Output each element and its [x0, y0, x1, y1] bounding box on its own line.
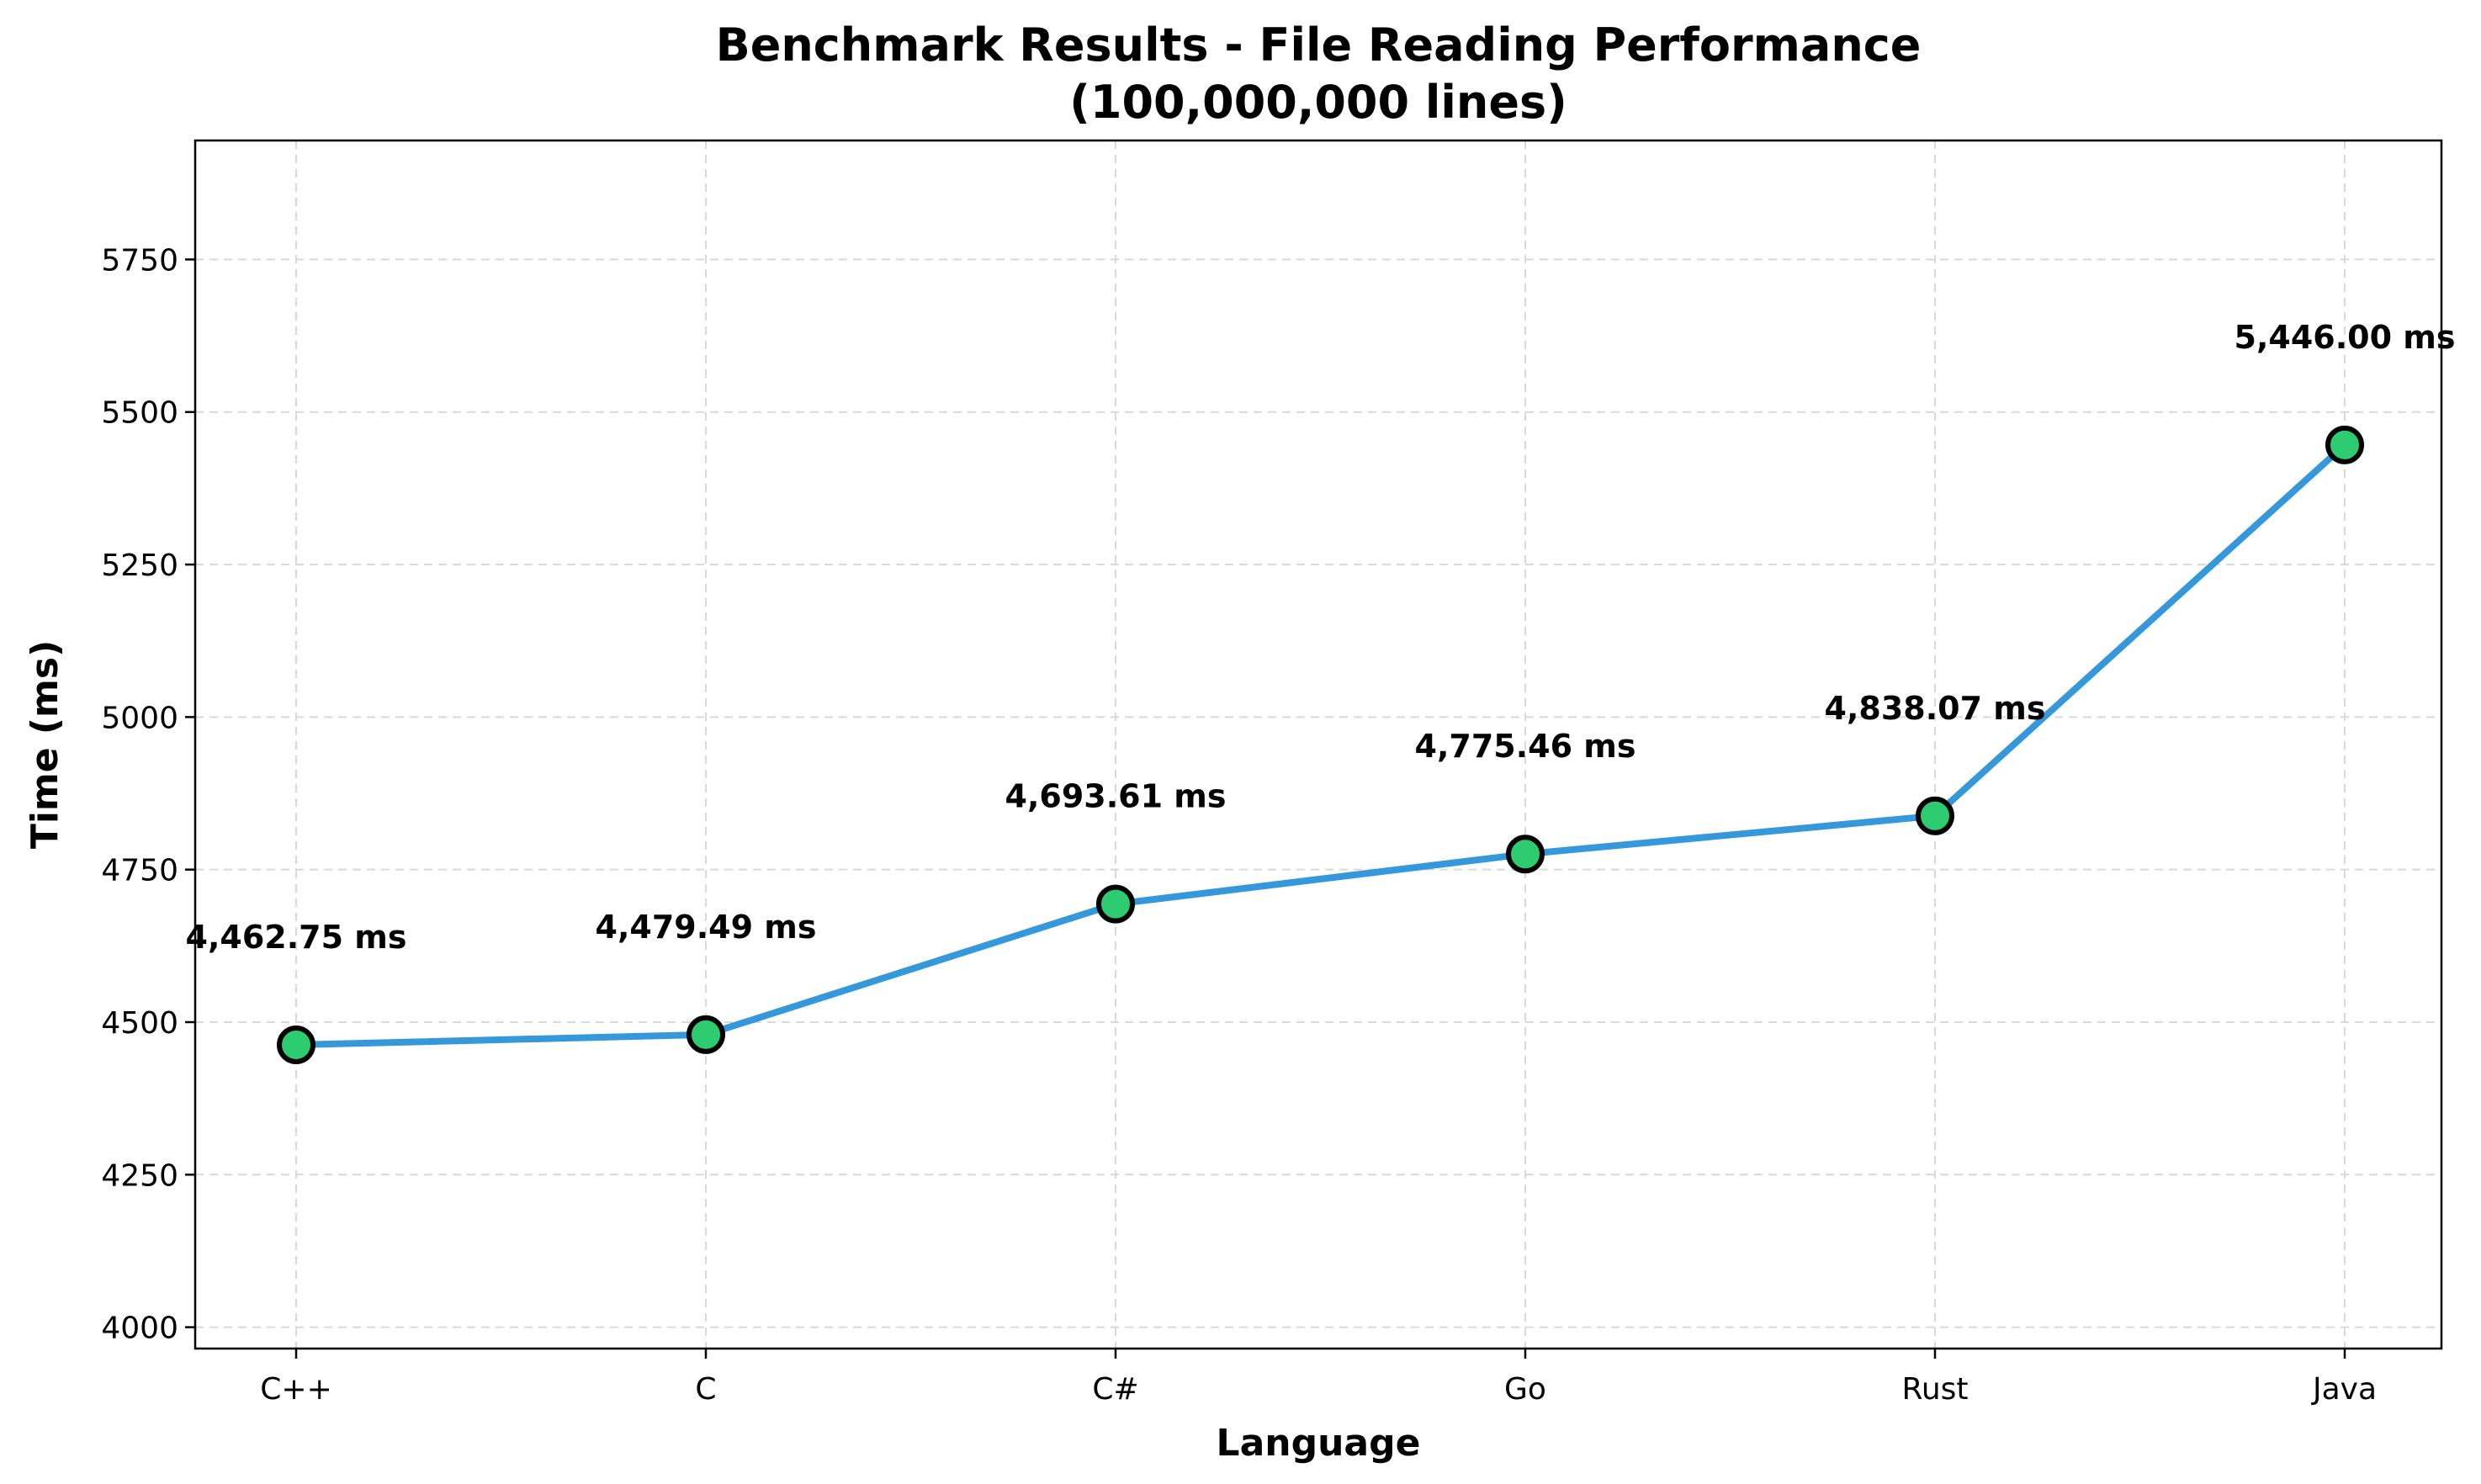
plot-frame	[193, 139, 2443, 1350]
data-label: 4,462.75 ms	[186, 919, 407, 956]
x-tick-label: Java	[2311, 1372, 2377, 1407]
chart-subtitle: (100,000,000 lines)	[1069, 76, 1567, 129]
series-line	[293, 441, 2348, 1049]
y-tick-label: 5000	[101, 701, 178, 735]
series-time	[277, 425, 2364, 1065]
data-point	[1506, 835, 1545, 874]
y-tick-label: 4750	[101, 854, 178, 888]
data-point	[1096, 884, 1135, 924]
data-label: 4,775.46 ms	[1415, 728, 1636, 765]
data-label: 4,693.61 ms	[1005, 778, 1227, 815]
data-point	[1916, 796, 1954, 835]
y-tick-label: 5250	[101, 549, 178, 583]
grid	[195, 140, 2441, 1349]
x-tick-label: Rust	[1901, 1372, 1968, 1407]
data-label: 4,479.49 ms	[596, 909, 817, 946]
x-tick-label: Go	[1504, 1372, 1546, 1407]
x-tick-label: C#	[1092, 1372, 1138, 1407]
y-tick-label: 4250	[101, 1158, 178, 1193]
y-axis-label: Time (ms)	[24, 640, 66, 849]
chart-title: Benchmark Results - File Reading Perform…	[716, 19, 1922, 72]
data-labels: 4,462.75 ms 4,479.49 ms 4,693.61 ms 4,775.4…	[186, 319, 2456, 956]
y-tick-label: 4500	[101, 1006, 178, 1041]
y-tick-label: 5750	[101, 243, 178, 278]
y-tick-label: 5500	[101, 396, 178, 431]
data-point	[277, 1026, 315, 1065]
x-tick-label: C++	[260, 1372, 331, 1407]
x-axis-label: Language	[1217, 1422, 1421, 1465]
y-tick-label: 4000	[101, 1312, 178, 1346]
data-point	[2325, 425, 2364, 464]
x-tick-label: C	[695, 1372, 716, 1407]
axis-ticks: 4000 4250 4500 4750 5000 5250 5500 5750 C++ C C# Go…	[101, 243, 2377, 1407]
data-label: 4,838.07 ms	[1825, 690, 2046, 727]
data-label: 5,446.00 ms	[2234, 319, 2456, 356]
data-point	[687, 1015, 725, 1054]
